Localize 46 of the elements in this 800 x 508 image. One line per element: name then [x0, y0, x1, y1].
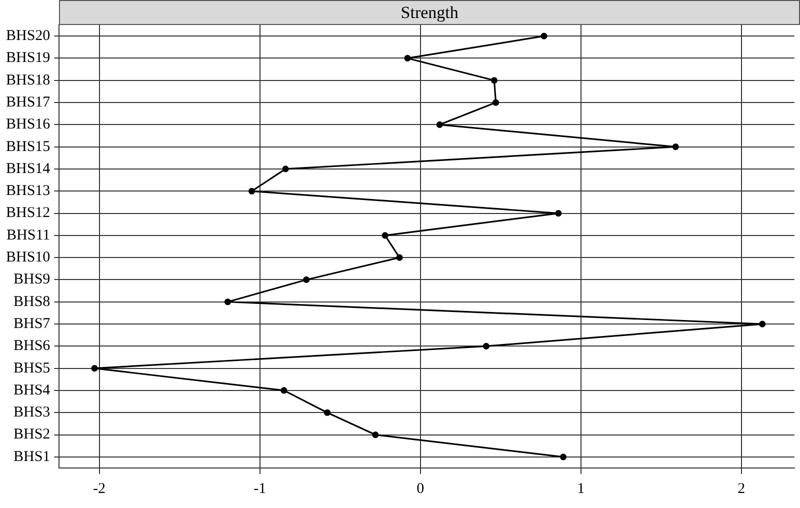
point: [280, 387, 288, 394]
point: [492, 99, 500, 106]
point: [396, 254, 403, 261]
point: [436, 121, 443, 128]
y-tick-label: BHS4: [13, 382, 51, 398]
y-tick-label: BHS19: [6, 50, 50, 66]
y-tick-label: BHS1: [13, 448, 50, 465]
point: [303, 276, 310, 284]
point: [672, 144, 679, 150]
y-tick-label: BHS10: [6, 250, 50, 266]
y-tick-label: BHS8: [13, 294, 50, 310]
point: [482, 342, 490, 350]
x-tick-label: 0: [416, 480, 424, 497]
point: [540, 32, 548, 40]
y-tick-label: BHS2: [13, 426, 50, 443]
point: [324, 409, 331, 416]
y-tick-label: BHS20: [6, 28, 50, 44]
y-tick-label: BHS14: [6, 160, 51, 177]
point: [560, 454, 567, 460]
y-tick-label: BHS5: [13, 360, 50, 376]
point: [91, 365, 98, 372]
point: [382, 232, 388, 239]
y-tick-label: BHS18: [6, 72, 50, 88]
y-tick-label: BHS15: [6, 138, 50, 155]
y-tick-label: BHS13: [6, 183, 50, 200]
y-tick-label: BHS11: [6, 227, 50, 244]
y-tick-label: BHS9: [13, 272, 50, 288]
x-tick-label: 1: [577, 480, 585, 497]
point: [224, 298, 232, 306]
y-tick-label: BHS6: [13, 338, 51, 354]
y-tick-label: BHS3: [13, 404, 50, 421]
point: [758, 320, 766, 328]
point: [248, 188, 256, 194]
point: [490, 77, 498, 84]
point: [404, 54, 411, 62]
y-tick-label: BHS7: [13, 316, 51, 332]
y-tick-label: BHS17: [6, 94, 51, 110]
x-tick-label: -1: [254, 480, 266, 497]
chart-title: Strength: [59, 0, 800, 25]
point: [555, 210, 562, 217]
y-tick-label: BHS12: [6, 205, 50, 222]
point: [372, 431, 379, 438]
x-tick-label: 2: [738, 480, 746, 497]
x-tick-label: -2: [93, 480, 106, 497]
point: [282, 166, 289, 172]
y-tick-label: BHS16: [6, 116, 51, 133]
